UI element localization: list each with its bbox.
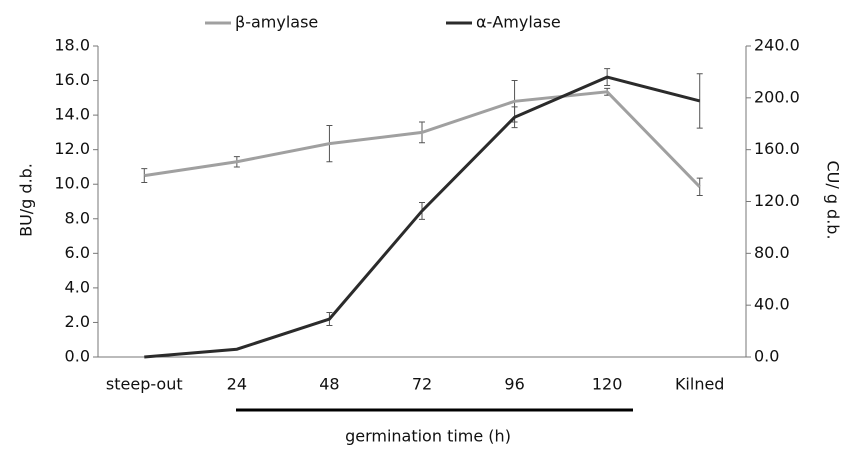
y-tick-label: 16.0 [54,70,90,89]
y-axis-label: BU/g d.b. [17,163,36,237]
y-tick-label: 6.0 [65,243,90,262]
y2-tick-label: 240.0 [754,36,800,55]
series-line [144,90,701,188]
y-tick-label: 0.0 [65,347,90,366]
y2-tick-label: 80.0 [754,243,790,262]
y2-tick-label: 120.0 [754,191,800,210]
x-tick-label: 96 [504,375,524,394]
y-tick-label: 12.0 [54,139,90,158]
series-line [144,75,701,359]
y-tick-label: 14.0 [54,105,90,124]
y-tick-label: 8.0 [65,208,90,227]
y2-tick-label: 40.0 [754,295,790,314]
y-tick-label: 18.0 [54,36,90,55]
y-tick-label: 2.0 [65,312,90,331]
x-tick-label: 48 [319,375,339,394]
legend-label: α-Amylase [476,13,561,32]
y-tick-label: 10.0 [54,174,90,193]
x-tick-label: 24 [227,375,247,394]
y2-tick-label: 160.0 [754,139,800,158]
y2-tick-label: 200.0 [754,87,800,106]
y-tick-label: 4.0 [65,277,90,296]
legend-label: β-amylase [235,13,318,32]
x-tick-label: Kilned [675,375,725,394]
y2-tick-label: 0.0 [754,347,779,366]
x-axis-label: germination time (h) [345,427,511,446]
y2-axis-label: CU/ g d.b. [824,160,843,239]
x-tick-label: 120 [592,375,623,394]
x-tick-label: 72 [412,375,432,394]
x-tick-label: steep-out [106,375,183,394]
